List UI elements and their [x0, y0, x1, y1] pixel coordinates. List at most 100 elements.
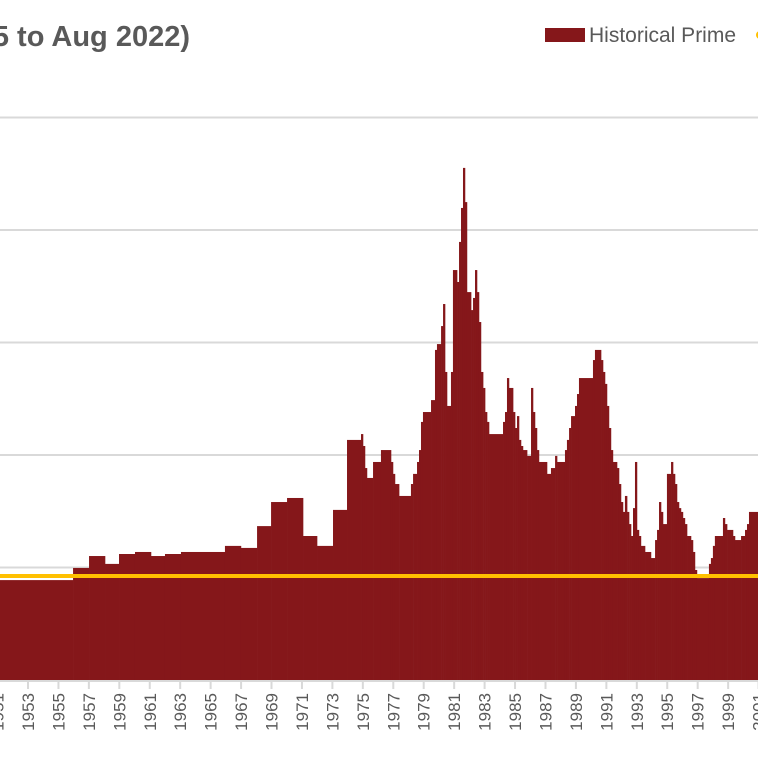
bar [636, 529, 640, 680]
bar [578, 378, 594, 680]
bar [662, 524, 668, 680]
bar [604, 383, 608, 680]
bar [436, 344, 442, 680]
bar [271, 502, 288, 680]
bar [575, 405, 578, 680]
x-axis-ticks: 1951 1953 1955 1957 1959 1961 1963 1965 1967 1969… [0, 681, 758, 731]
bar [240, 547, 258, 680]
bar [457, 281, 460, 680]
bar [746, 524, 750, 680]
bar [741, 536, 746, 680]
bar [362, 446, 366, 680]
bar [684, 524, 688, 680]
bar [473, 297, 476, 680]
x-tick-label: 1951 [0, 693, 8, 731]
bar [347, 439, 362, 680]
legend-swatch-historical-prime [545, 28, 585, 42]
bar [645, 551, 652, 680]
bar [522, 450, 528, 680]
bar [475, 270, 478, 680]
x-tick-label: 1985 [506, 693, 525, 731]
bar [410, 484, 414, 680]
bar [660, 511, 664, 680]
legend: Historical Prime [545, 24, 758, 47]
x-tick-label: 1979 [415, 693, 434, 731]
x-tick-label: 1967 [232, 693, 251, 731]
x-tick-label: 1957 [80, 693, 99, 731]
bar [417, 461, 420, 680]
bar [480, 371, 484, 680]
bar [748, 511, 758, 680]
bar [73, 567, 90, 680]
bar [420, 421, 424, 680]
bar [631, 536, 634, 680]
x-tick-label: 1997 [689, 693, 708, 731]
bar [612, 461, 618, 680]
bar [0, 580, 74, 680]
bar [734, 540, 742, 680]
bar [471, 310, 474, 680]
bar [513, 412, 516, 680]
bar [732, 536, 736, 680]
bar [682, 518, 686, 680]
bar [504, 412, 508, 680]
bar [487, 421, 490, 680]
bar [696, 578, 710, 680]
bar [724, 524, 728, 680]
legend-label-historical-prime: Historical Prime [589, 24, 736, 47]
bar [422, 412, 432, 680]
bar [303, 536, 318, 680]
bar [692, 551, 696, 680]
bar [712, 545, 716, 680]
x-tick-label: 1981 [445, 693, 464, 731]
bar [445, 371, 448, 680]
bar [390, 461, 394, 680]
x-tick-label: 1983 [476, 693, 495, 731]
x-tick-label: 1977 [384, 693, 403, 731]
bar [366, 477, 374, 680]
bar [650, 558, 656, 680]
bar [624, 495, 628, 680]
bar [134, 551, 152, 680]
bar [606, 405, 610, 680]
bar [534, 428, 538, 680]
bar [443, 304, 446, 680]
bar [434, 349, 438, 680]
bar [164, 554, 182, 680]
bar [105, 563, 120, 680]
bar [564, 450, 568, 680]
bar [657, 529, 660, 680]
bar [745, 529, 748, 680]
bar [557, 461, 566, 680]
bar [224, 545, 242, 680]
x-tick-label: 1961 [141, 693, 160, 731]
bar [550, 468, 556, 680]
x-tick-label: 1953 [19, 693, 38, 731]
bar [476, 292, 480, 680]
bar [380, 450, 392, 680]
bar [727, 529, 734, 680]
bar [394, 484, 400, 680]
bar [634, 461, 638, 680]
bar [680, 511, 684, 680]
bar [447, 405, 452, 680]
bar [601, 360, 604, 680]
bar [485, 412, 488, 680]
bar [690, 540, 694, 680]
x-tick-label: 2001 [750, 693, 758, 731]
bar [89, 556, 106, 680]
bar [555, 455, 558, 680]
bar [464, 202, 468, 680]
bars [0, 167, 758, 681]
bar [608, 428, 612, 680]
bar [592, 360, 596, 680]
bar [483, 387, 486, 680]
x-tick-label: 1993 [628, 693, 647, 731]
bar [515, 428, 518, 680]
bar [503, 421, 506, 680]
bar [678, 508, 682, 680]
bar [333, 509, 348, 680]
bar [459, 241, 462, 681]
bar [687, 536, 692, 680]
